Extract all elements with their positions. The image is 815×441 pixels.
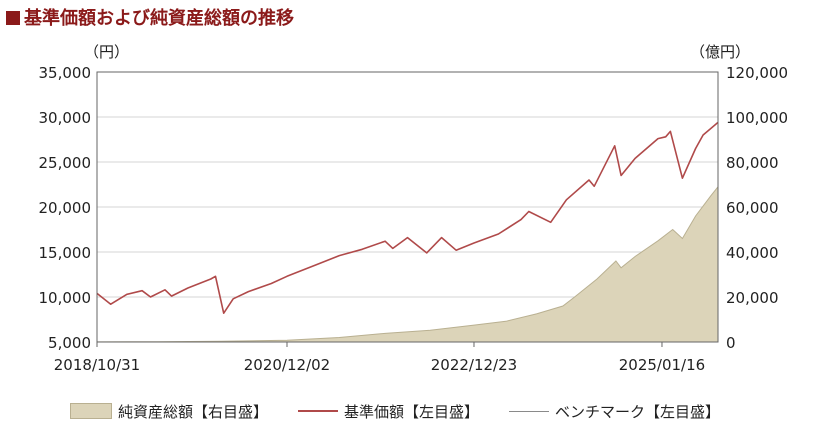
left-tick-label: 15,000 (39, 244, 92, 262)
chart-title: 基準価額および純資産総額の推移 (6, 4, 294, 30)
line-layer (96, 121, 719, 314)
left-tick-label: 30,000 (39, 109, 92, 127)
right-tick-label: 0 (726, 334, 736, 352)
left-axis-unit: （円） (84, 43, 130, 61)
right-tick-label: 80,000 (726, 154, 779, 172)
right-tick-label: 120,000 (726, 64, 788, 82)
legend-swatch-nav (298, 410, 339, 412)
left-axis-ticks: 5,000 10,000 15,000 20,000 25,000 30,000 35,00… (39, 64, 92, 352)
legend-item-net-assets: 純資産総額【右目盛】 (70, 401, 268, 422)
x-axis-ticks: 2018/10/31 2020/12/02 2022/12/23 2025/01/16 (54, 342, 705, 374)
legend-label-nav: 基準価額【左目盛】 (344, 402, 480, 421)
right-axis-unit: （億円） (690, 43, 751, 61)
right-tick-label: 20,000 (726, 289, 779, 307)
left-tick-label: 10,000 (39, 289, 92, 307)
left-tick-label: 20,000 (39, 199, 92, 217)
right-tick-label: 100,000 (726, 109, 788, 127)
legend-label-net-assets: 純資産総額【右目盛】 (118, 402, 269, 421)
title-square-icon (6, 11, 20, 25)
right-axis-ticks: 0 20,000 40,000 60,000 80,000 100,000 120,000 (726, 64, 788, 352)
legend-label-benchmark: ベンチマーク【左目盛】 (555, 402, 721, 421)
left-tick-label: 35,000 (39, 64, 92, 82)
left-tick-label: 5,000 (48, 334, 91, 352)
legend-item-benchmark: ベンチマーク【左目盛】 (509, 401, 720, 422)
plot-frame (96, 71, 719, 343)
x-tick-label: 2020/12/02 (244, 356, 330, 374)
x-tick-label: 2022/12/23 (431, 356, 517, 374)
net-assets-area (96, 185, 719, 343)
left-tick-label: 25,000 (39, 154, 92, 172)
legend-item-nav: 基準価額【左目盛】 (298, 401, 479, 422)
legend: 純資産総額【右目盛】 基準価額【左目盛】 ベンチマーク【左目盛】 (70, 400, 807, 422)
x-tick-label: 2018/10/31 (54, 356, 140, 374)
legend-swatch-benchmark (509, 410, 550, 412)
chart-title-text: 基準価額および純資産総額の推移 (24, 8, 294, 29)
nav-line (96, 121, 719, 314)
area-layer (96, 185, 719, 343)
x-tick-label: 2025/01/16 (619, 356, 705, 374)
right-tick-label: 60,000 (726, 199, 779, 217)
right-tick-label: 40,000 (726, 244, 779, 262)
legend-swatch-net-assets (70, 403, 112, 419)
